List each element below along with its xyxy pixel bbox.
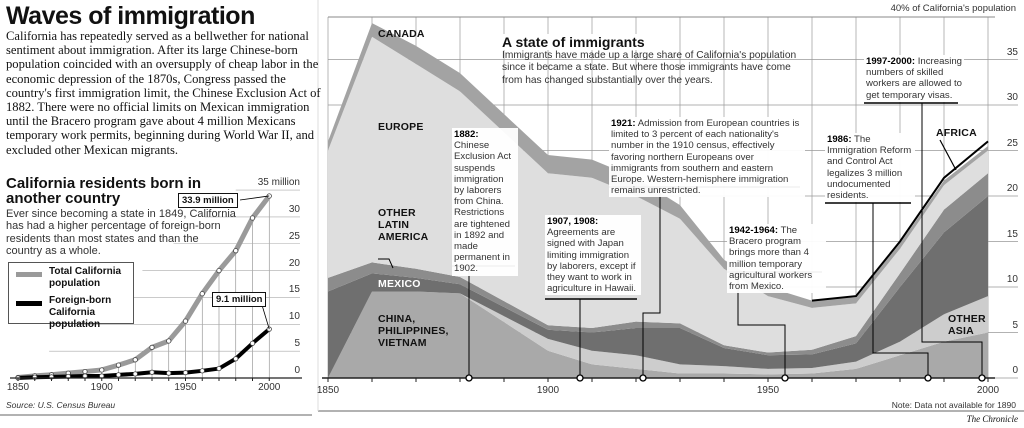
y-tick-label: 0 [1012,365,1018,376]
area-mexico [328,196,988,378]
data-point [99,367,105,373]
x-tick-label: 1900 [90,382,113,393]
data-point [249,340,256,346]
total-population-line [17,194,272,380]
callout-pointer-total [239,195,270,201]
y-tick-label: 10 [288,311,300,323]
right-chart-subtitle: Immigrants have made up a large share of… [502,50,797,86]
legend-label-total: Total California population [49,266,122,289]
legend: Total California population Foreign-born… [8,262,134,330]
event-1942: 1942-1964: The Bracero program brings mo… [727,224,826,294]
data-point [199,291,205,297]
label-other-latin-america: OTHER LATIN AMERICA [378,207,429,243]
data-point [166,370,172,376]
event-marker [781,374,789,382]
event-marker [924,374,932,382]
intro-text: California has repeatedly served as a be… [6,29,321,157]
foreign-born-line [17,327,271,380]
data-note: Note: Data not available for 1890 [891,400,1016,410]
x-tick-label: 1850 [6,382,30,393]
x-tick-label: 2000 [976,385,1000,396]
event-marker [576,374,584,382]
y-tick-label: 5 [294,338,300,350]
event-1882: 1882: Chinese Exclusion Act suspends imm… [452,128,518,276]
label-china-philippines-vietnam: CHINA, PHILIPPINES, VIETNAM [378,313,449,349]
data-point [216,267,222,274]
area-china [328,291,988,378]
x-tick-label: 1900 [536,385,560,396]
y-axis-label: 40% of California's population [890,3,1016,14]
pointer-other-latin-america [378,258,394,269]
data-point [249,215,256,221]
label-mexico: MEXICO [378,278,421,290]
data-point [216,365,222,372]
y-tick-label: 35 [1006,46,1018,58]
callout-total: 33.9 million [178,193,238,208]
page-title: Waves of immigration [6,2,255,30]
x-tick-label: 1950 [174,382,197,393]
y-tick-label: 30 [288,203,300,215]
credit: The Chronicle [966,414,1018,424]
y-tick-label: 5 [1012,319,1018,331]
label-europe: EUROPE [378,121,424,133]
event-marker [978,374,986,382]
event-leader-line [737,272,786,378]
data-point [82,368,88,375]
left-chart-title: California residents born in another cou… [6,175,202,207]
event-1997: 1997-2000: Increasing numbers of skilled… [864,55,964,102]
x-tick-label: 2000 [258,382,281,393]
y-tick-label: 35 million [257,177,300,189]
left-chart-subtitle: Ever since becoming a state in 1849, Cal… [6,208,236,258]
label-africa: AFRICA [936,127,977,139]
event-marker [465,374,473,382]
event-1907: 1907, 1908: Agreements are signed with Ja… [545,215,641,296]
legend-swatch-total [16,272,42,277]
y-tick-label: 0 [294,365,300,376]
data-point [166,338,172,344]
event-leader-line [921,103,983,378]
y-tick-label: 10 [1006,274,1018,285]
right-chart-title: A state of immigrants [502,34,645,50]
event-1986: 1986: The Immigration Reform and Control… [825,133,915,203]
callout-pointer-foreign [261,304,270,330]
x-tick-label: 1950 [756,385,780,396]
y-tick-label: 25 [1006,137,1018,149]
event-1921: 1921: Admission from European countries … [609,117,805,198]
y-tick-label: 25 [288,230,300,242]
y-tick-label: 20 [288,257,300,269]
y-tick-label: 15 [288,284,300,296]
data-point [182,370,189,376]
data-point [233,248,239,254]
legend-label-foreign: Foreign-born California population [49,295,112,330]
y-tick-label: 30 [1006,92,1018,103]
legend-swatch-foreign [16,301,42,306]
y-tick-label: 15 [1006,228,1018,240]
data-point [182,318,189,324]
label-canada: CANADA [378,28,425,40]
event-marker [639,374,647,382]
data-point [149,369,155,375]
callout-foreign: 9.1 million [212,292,267,307]
area-africa [811,140,989,302]
data-point [199,368,205,374]
data-point [149,344,155,350]
event-leader-line [642,187,661,378]
data-point [132,357,138,363]
data-point [233,356,239,362]
event-leader-line [872,203,929,378]
data-point [115,372,122,378]
area-other-asia [328,291,988,378]
x-tick-label: 1850 [316,385,340,396]
data-point [115,362,122,368]
data-point [132,371,138,377]
y-tick-label: 20 [1006,183,1018,194]
pointer-africa [939,139,957,171]
source: Source: U.S. Census Bureau [6,400,116,410]
label-other-asia: OTHER ASIA [948,313,986,337]
